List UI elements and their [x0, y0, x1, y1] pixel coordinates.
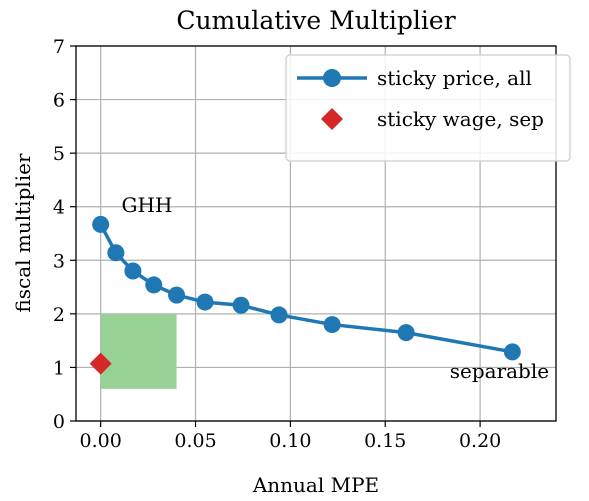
data-point-sticky-price: [124, 262, 142, 280]
legend-marker-sticky-price: [323, 69, 341, 87]
y-axis-label: fiscal multiplier: [11, 153, 35, 313]
annotation-separable: separable: [450, 359, 549, 383]
y-tick-label: 7: [53, 36, 65, 58]
data-point-sticky-wage: [89, 352, 112, 375]
y-tick-label: 2: [53, 304, 65, 326]
data-point-sticky-price: [397, 324, 415, 342]
data-point-sticky-price: [92, 215, 110, 233]
x-tick-label: 0.00: [80, 430, 122, 452]
data-point-sticky-price: [107, 244, 125, 262]
y-tick-label: 0: [53, 411, 65, 433]
data-point-sticky-price: [168, 286, 186, 304]
data-point-sticky-price: [196, 293, 214, 311]
y-tick-label: 5: [53, 143, 65, 165]
ticks: 0.00 0.05 0.10 0.15 0.20 0 1 2 3 4 5 6 7: [53, 36, 501, 452]
data-point-sticky-price: [232, 296, 250, 314]
data-point-sticky-price: [503, 343, 521, 361]
chart-title: Cumulative Multiplier: [176, 6, 455, 35]
x-tick-label: 0.05: [174, 430, 216, 452]
data-point-sticky-price: [323, 316, 341, 334]
y-tick-label: 6: [53, 90, 65, 112]
annotations: GHH separable: [122, 193, 550, 383]
legend-label-sticky-price: sticky price, all: [377, 66, 532, 90]
y-tick-label: 4: [53, 197, 65, 219]
plot-frame: [75, 45, 557, 422]
x-tick-label: 0.20: [459, 430, 501, 452]
x-tick-label: 0.10: [269, 430, 311, 452]
legend-marker-sticky-wage: [321, 108, 343, 130]
y-tick-label: 1: [53, 357, 65, 379]
series-layer: [89, 215, 521, 375]
legend-box: [285, 54, 571, 162]
x-tick-label: 0.15: [364, 430, 406, 452]
x-axis-label: Annual MPE: [252, 473, 379, 497]
shaded-region: [100, 313, 177, 389]
legend: sticky price, all sticky wage, sep: [285, 54, 571, 162]
annotation-ghh: GHH: [122, 193, 173, 217]
y-tick-label: 3: [53, 250, 65, 272]
legend-label-sticky-wage: sticky wage, sep: [377, 107, 544, 131]
data-point-sticky-price: [270, 306, 288, 324]
data-point-sticky-price: [145, 276, 163, 294]
